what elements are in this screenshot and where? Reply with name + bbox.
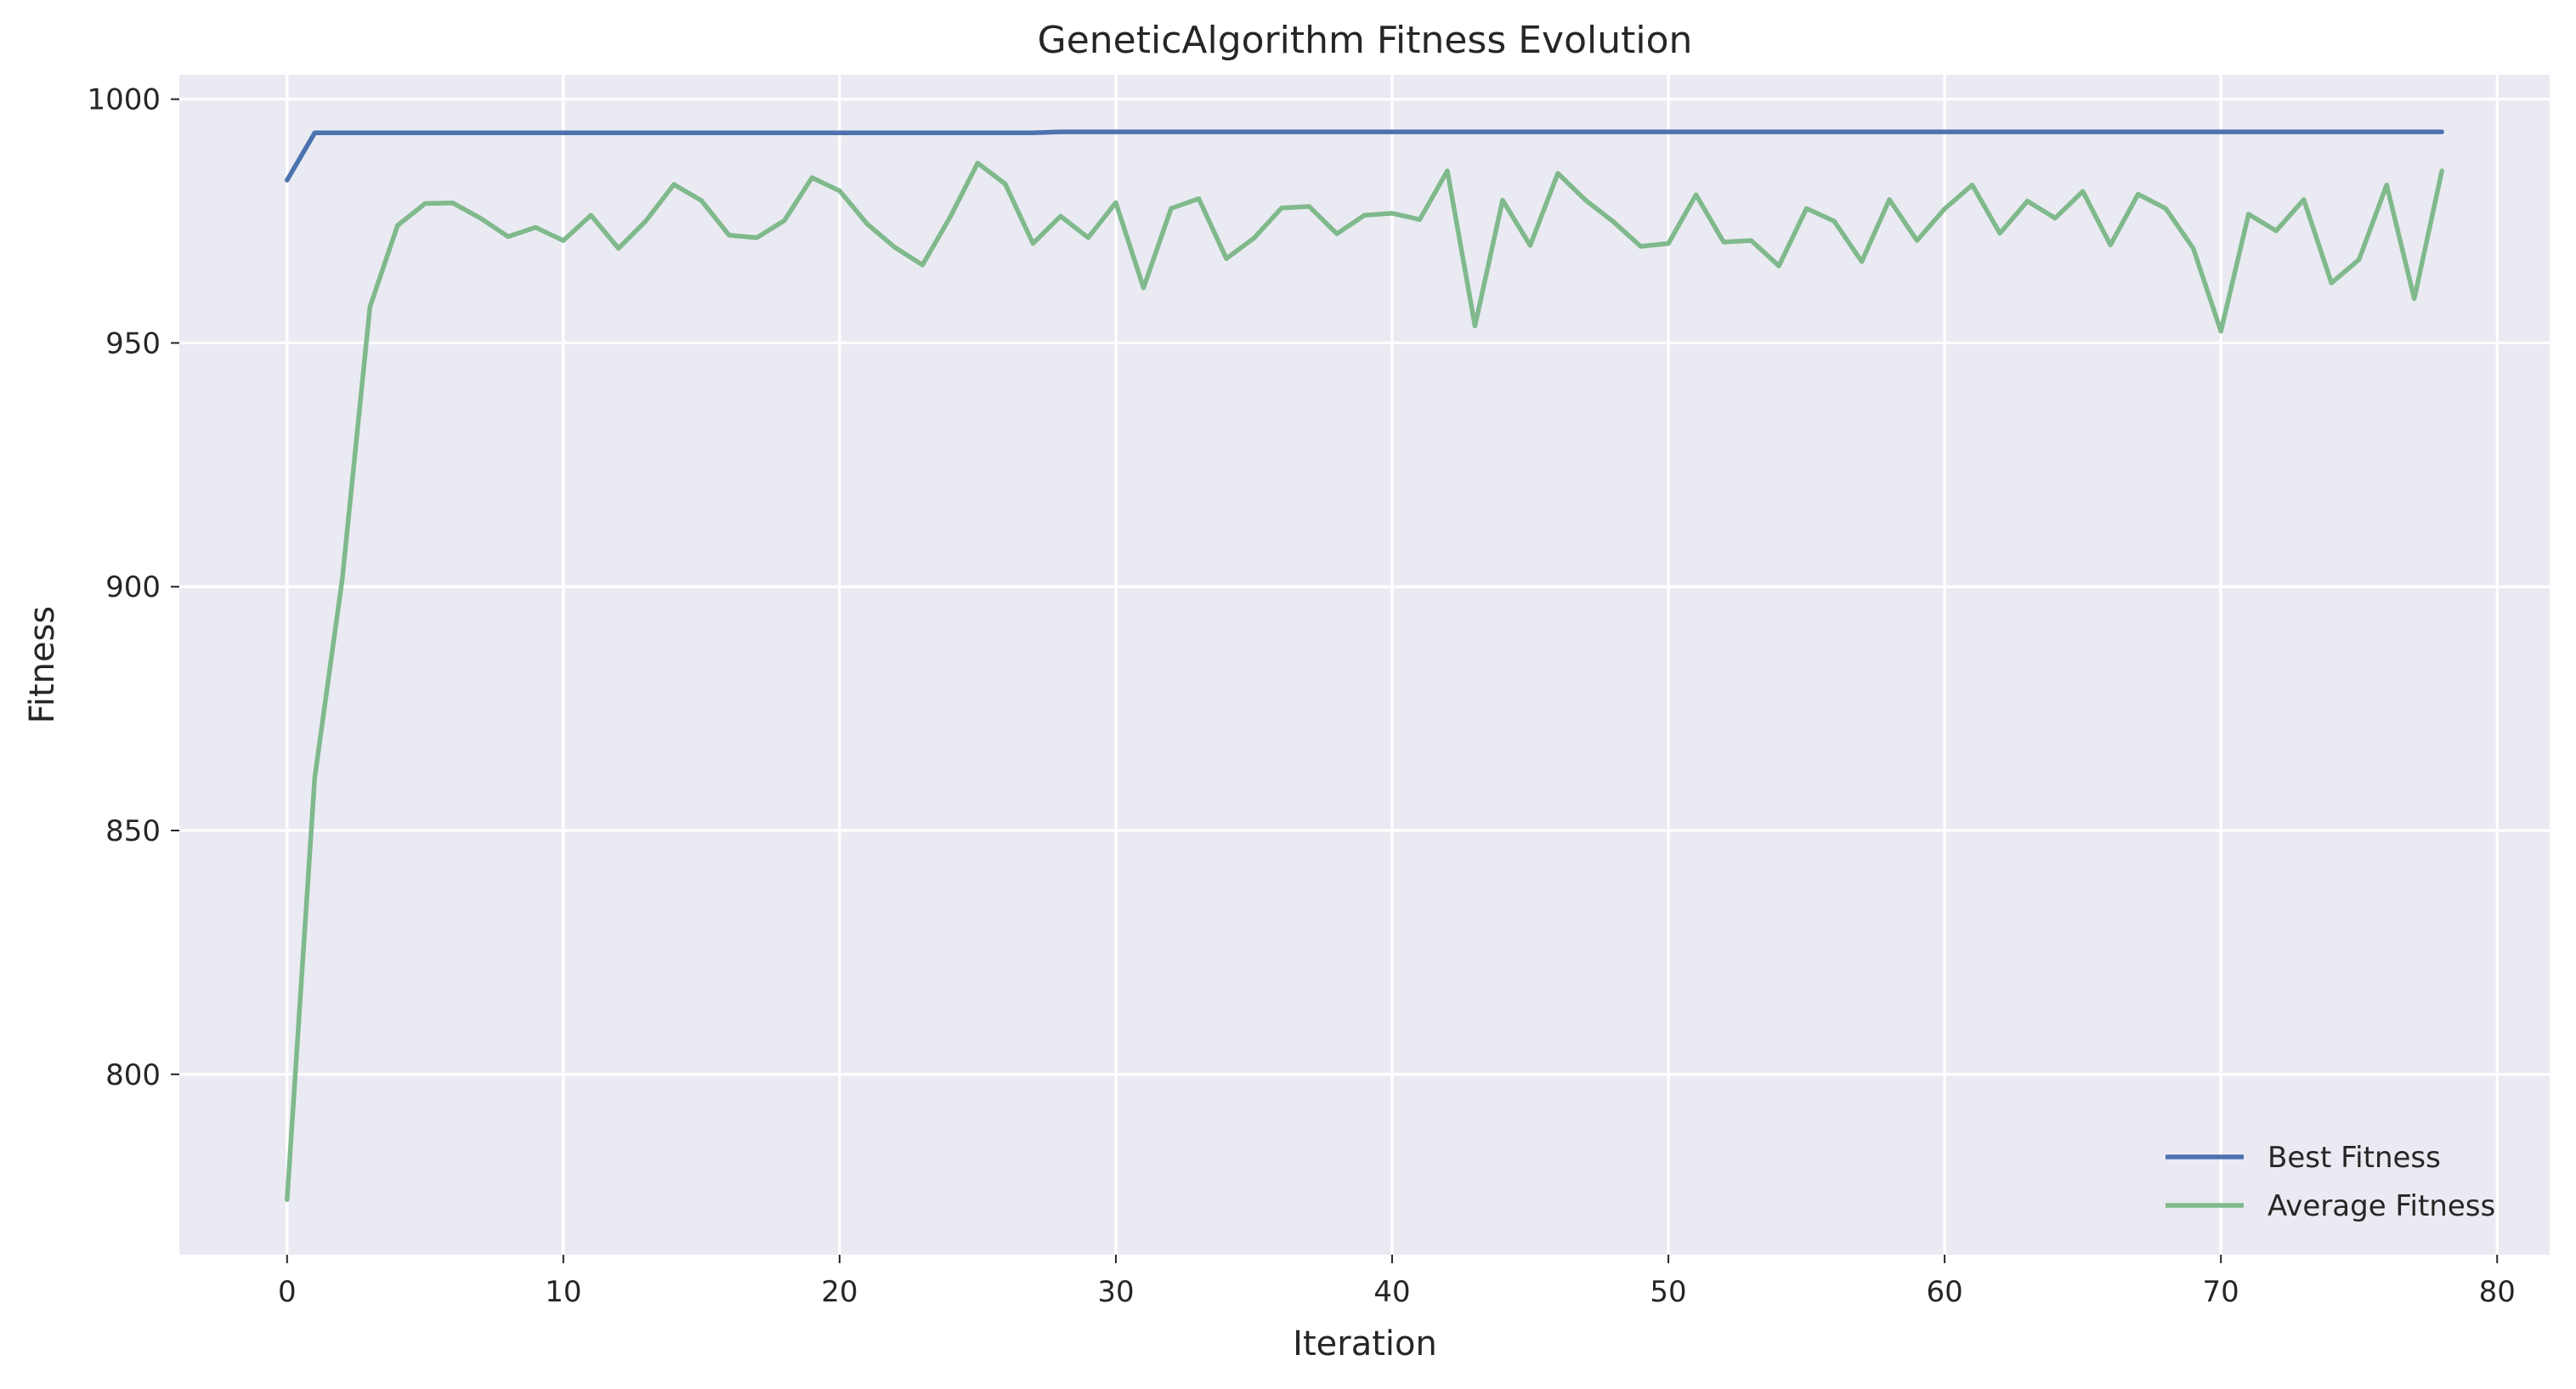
plot-area <box>179 75 2550 1255</box>
series-line-best-fitness <box>285 129 2444 183</box>
series-lines <box>285 129 2444 1202</box>
legend-label: Best Fitness <box>2267 1141 2441 1175</box>
legend-label: Average Fitness <box>2267 1189 2495 1223</box>
x-axis-label: Iteration <box>1293 1324 1437 1363</box>
chart-title: GeneticAlgorithm Fitness Evolution <box>1038 19 1693 62</box>
y-tick-label: 850 <box>105 814 161 848</box>
x-tick-label: 80 <box>2479 1275 2516 1309</box>
x-tick-label: 50 <box>1650 1275 1686 1309</box>
x-axis-ticks: 0 10 20 30 40 50 60 70 80 <box>278 1255 2516 1309</box>
y-axis-ticks: 800 850 900 950 1000 <box>87 83 179 1092</box>
y-tick-label: 900 <box>105 570 161 604</box>
x-tick-label: 40 <box>1373 1275 1410 1309</box>
legend: Best Fitness Average Fitness <box>2166 1141 2495 1223</box>
y-tick-label: 950 <box>105 326 161 360</box>
x-tick-label: 30 <box>1097 1275 1134 1309</box>
x-tick-label: 0 <box>278 1275 297 1309</box>
x-tick-label: 10 <box>545 1275 581 1309</box>
x-tick-label: 60 <box>1926 1275 1962 1309</box>
x-tick-label: 20 <box>821 1275 858 1309</box>
y-tick-label: 1000 <box>87 83 161 117</box>
series-line-average-fitness <box>285 161 2444 1202</box>
y-tick-label: 800 <box>105 1058 161 1092</box>
grid <box>179 75 2550 1255</box>
x-tick-label: 70 <box>2203 1275 2239 1309</box>
y-axis-label: Fitness <box>23 606 62 724</box>
